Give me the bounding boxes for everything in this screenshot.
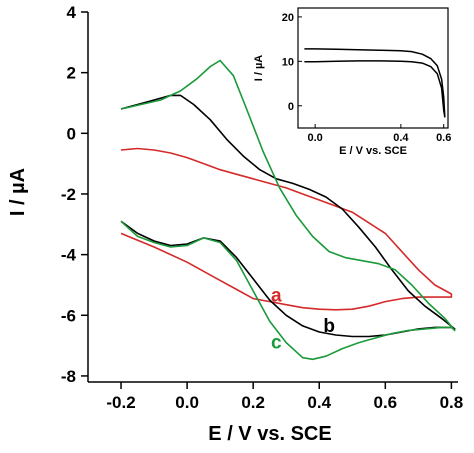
curve-label-c: c <box>271 333 282 354</box>
inset-y-axis-title: I / µA <box>253 55 265 82</box>
y-tick-label: 0 <box>67 124 76 143</box>
main-plot-frame <box>87 12 458 383</box>
y-tick-label: -6 <box>61 306 76 325</box>
y-tick-label: -2 <box>61 185 76 204</box>
x-tick-label: 0.2 <box>241 393 265 412</box>
x-axis-title: E / V vs. SCE <box>208 423 331 445</box>
inset-ticks: 0.0 0.4 0.6 0 10 20 <box>282 12 452 144</box>
inset-series-line <box>304 48 446 118</box>
y-tick-label: 4 <box>67 3 77 22</box>
curve-labels: a b c <box>271 286 335 354</box>
curve-label-b: b <box>323 316 335 337</box>
x-tick-label: 0.4 <box>307 393 331 412</box>
inset-plot: 0.0 0.4 0.6 0 10 20 E / V vs. SCE I / µA <box>253 7 452 157</box>
x-tick-label: 0.8 <box>440 393 464 412</box>
inset-y-tick-label: 10 <box>282 56 294 68</box>
y-axis-title: I / µA <box>7 168 29 216</box>
inset-x-tick-label: 0.6 <box>436 132 451 144</box>
inset-x-tick-label: 0.4 <box>393 132 409 144</box>
inset-x-axis-title: E / V vs. SCE <box>339 145 407 157</box>
y-tick-label: 2 <box>67 64 76 83</box>
x-tick-label: 0.0 <box>175 393 199 412</box>
series-a-line <box>120 147 453 311</box>
main-ticks: -0.2 0.0 0.2 0.4 0.6 0.8 -8 -6 -4 -2 0 2 4 <box>61 3 463 412</box>
series-b-line <box>120 94 456 338</box>
y-tick-label: -8 <box>61 367 76 386</box>
y-tick-label: -4 <box>61 246 77 265</box>
inset-y-tick-label: 0 <box>288 101 294 113</box>
inset-y-tick-label: 20 <box>282 12 294 24</box>
series-c-line <box>120 59 456 361</box>
x-tick-label: -0.2 <box>106 393 135 412</box>
inset-x-tick-label: 0.0 <box>307 132 322 144</box>
inset-frame <box>297 7 449 129</box>
inset-curves <box>304 48 446 118</box>
curve-label-a: a <box>271 286 282 307</box>
main-curves <box>120 59 456 361</box>
x-tick-label: 0.6 <box>374 393 398 412</box>
